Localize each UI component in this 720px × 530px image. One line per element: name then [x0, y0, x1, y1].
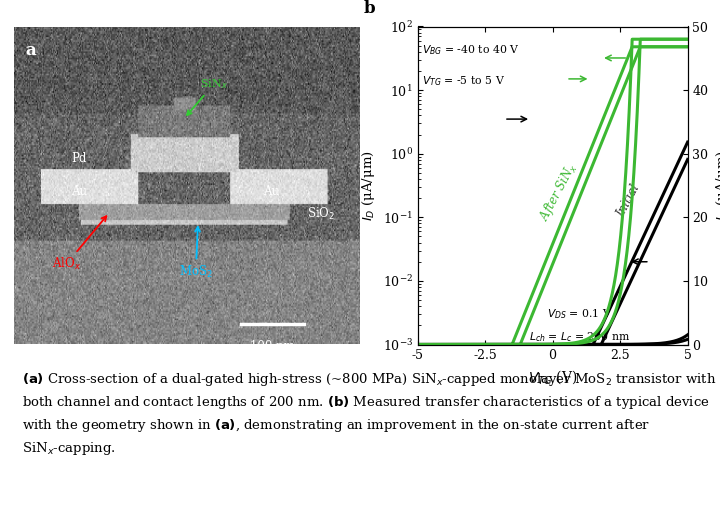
Text: 100 nm: 100 nm [250, 340, 295, 353]
Text: AlO$_x$: AlO$_x$ [52, 216, 107, 272]
Text: Pd: Pd [71, 152, 87, 165]
Text: a: a [25, 42, 36, 59]
Text: $L_{ch}$ = $L_c$ = 200 nm: $L_{ch}$ = $L_c$ = 200 nm [529, 330, 630, 343]
Text: $V_{TG}$ = -5 to 5 V: $V_{TG}$ = -5 to 5 V [422, 74, 505, 87]
Text: After SiN$_x$: After SiN$_x$ [536, 160, 580, 224]
Text: Initial: Initial [614, 182, 642, 219]
Text: SiN$_x$: SiN$_x$ [187, 77, 228, 115]
Text: $V_{DS}$ = 0.1 V: $V_{DS}$ = 0.1 V [547, 307, 612, 321]
Text: $V_{BG}$ = -40 to 40 V: $V_{BG}$ = -40 to 40 V [422, 43, 519, 57]
Text: Au: Au [71, 186, 87, 198]
Text: Au: Au [264, 186, 279, 198]
Text: SiO$_2$: SiO$_2$ [307, 206, 335, 222]
Y-axis label: $I_D$ (μA/μm): $I_D$ (μA/μm) [360, 150, 377, 221]
Text: $\bf{(a)}$ Cross-section of a dual-gated high-stress (~800 MPa) SiN$_x$-capped m: $\bf{(a)}$ Cross-section of a dual-gated… [22, 371, 716, 457]
Text: MoS$_2$: MoS$_2$ [179, 227, 212, 280]
X-axis label: $V_{TG}$ (V): $V_{TG}$ (V) [528, 368, 577, 386]
Y-axis label: $I_D$ (μA/μm): $I_D$ (μA/μm) [714, 150, 720, 221]
Text: b: b [364, 0, 375, 17]
